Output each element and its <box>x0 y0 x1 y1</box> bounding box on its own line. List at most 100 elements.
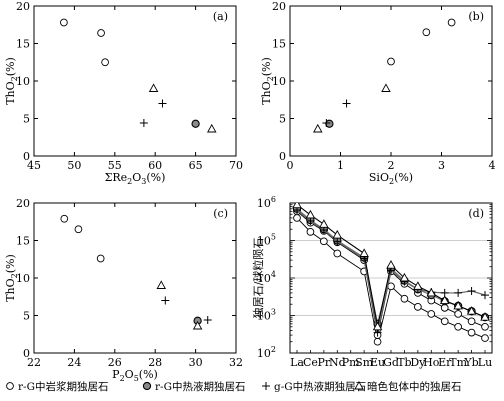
x-tick-label: Sm <box>355 356 374 369</box>
data-point <box>413 281 423 290</box>
data-point <box>101 58 109 67</box>
data-point <box>293 214 301 222</box>
x-tick-label: Tm <box>449 356 467 369</box>
y-tick-label: 104 <box>257 270 276 285</box>
x-tick-label: 24 <box>67 356 81 369</box>
y-tick-label: 10 <box>16 272 30 285</box>
y-tick-label: 10 <box>16 75 30 88</box>
data-point <box>427 310 436 318</box>
data-point <box>372 321 383 331</box>
data-point <box>481 334 489 342</box>
series-layer <box>292 203 490 346</box>
data-point <box>305 209 316 219</box>
series-line <box>296 217 486 342</box>
data-point <box>60 214 69 223</box>
y-tick-label: 102 <box>257 345 276 360</box>
data-point <box>292 203 302 209</box>
data-point <box>320 237 328 246</box>
data-point <box>387 57 395 66</box>
data-point <box>454 322 462 331</box>
x-tick-label: Eu <box>370 356 385 369</box>
legend-marker <box>6 382 14 390</box>
x-tick-label: Yb <box>463 356 478 369</box>
plot-frame <box>33 202 237 354</box>
x-tick-label: 32 <box>229 356 243 369</box>
y-tick-label: 0 <box>23 347 30 360</box>
data-point <box>97 29 105 37</box>
data-point <box>467 317 476 326</box>
data-point <box>440 303 449 312</box>
data-point <box>373 337 382 346</box>
data-point <box>333 237 342 246</box>
x-axis-label: SiO2(%) <box>369 171 413 186</box>
y-tick-label: 5 <box>279 113 286 126</box>
data-point <box>422 28 431 37</box>
data-point <box>467 328 476 337</box>
data-point <box>96 254 105 263</box>
legend-item: r-G中热液期独居石 <box>142 380 245 393</box>
legend-item: g-G中热液期独居石 <box>262 380 366 393</box>
x-tick-label: 1 <box>337 159 344 172</box>
y-tick-label: 15 <box>16 38 30 51</box>
y-tick-label: 20 <box>16 197 30 210</box>
data-point <box>192 320 203 330</box>
data-point <box>386 260 396 269</box>
panel-label: (c) <box>213 207 228 220</box>
data-point <box>60 18 68 27</box>
data-point <box>454 310 462 318</box>
data-point <box>322 119 331 127</box>
y-axis-label: ThO2(%) <box>260 57 275 105</box>
panel-b: (b) 0 1 2 3 4 0 5 10 15 20 SiO2(%) ThO2(%) <box>260 0 496 186</box>
data-point <box>480 312 490 321</box>
data-point <box>440 317 449 326</box>
data-point <box>399 272 410 282</box>
data-point <box>306 228 315 236</box>
x-tick-label: 3 <box>438 159 445 172</box>
data-point <box>453 300 463 310</box>
data-point <box>332 229 343 239</box>
data-point <box>466 306 477 315</box>
panel-label: (d) <box>468 207 484 220</box>
legend-marker <box>354 380 364 390</box>
data-point <box>333 249 342 258</box>
y-axis-label: ThO2(%) <box>4 57 19 105</box>
data-point <box>447 18 456 27</box>
data-point <box>206 123 217 133</box>
y-tick-label: 20 <box>272 0 286 13</box>
data-point <box>454 288 463 297</box>
x-tick-label: 30 <box>189 356 203 369</box>
x-tick-label: Pm <box>342 356 360 369</box>
x-tick-label: 28 <box>148 356 162 369</box>
y-tick-label: 15 <box>272 38 286 51</box>
x-axis-label: P2O5(%) <box>112 368 158 383</box>
x-tick-label: 4 <box>489 159 496 172</box>
x-tick-label: Dy <box>410 356 426 369</box>
data-point <box>74 225 83 234</box>
x-tick-label: 70 <box>229 159 243 172</box>
y-axis-label: 独居石/球粒陨石 <box>251 238 265 319</box>
x-tick-label: 55 <box>108 159 122 172</box>
x-tick-label: 60 <box>148 159 162 172</box>
legend-label: 暗色包体中的独居石 <box>367 380 462 393</box>
x-tick-label: Nd <box>329 356 346 369</box>
x-tick-label: 2 <box>388 159 395 172</box>
y-tick-label: 5 <box>23 310 30 323</box>
x-tick-label: 26 <box>108 356 122 369</box>
data-point <box>191 119 200 128</box>
x-tick-label: Er <box>438 356 452 369</box>
x-tick-label: 0 <box>287 159 294 172</box>
y-tick-label: 15 <box>16 235 30 248</box>
panel-a: (a) 45 50 55 60 65 70 0 5 10 15 20 ΣRe2O3(%) ThO2(%) <box>4 0 243 186</box>
y-tick-label: 0 <box>23 150 30 163</box>
x-tick-label: Ce <box>303 356 318 369</box>
data-point <box>313 123 323 133</box>
legend-label: r-G中岩浆期独居石 <box>18 380 108 393</box>
panel-label: (a) <box>213 10 228 23</box>
x-tick-label: Ho <box>423 356 440 369</box>
x-tick-label: Tb <box>397 356 411 369</box>
x-tick-label: La <box>290 356 304 369</box>
y-tick-label: 105 <box>257 233 276 248</box>
plot-frame <box>289 5 493 157</box>
data-point <box>161 296 170 305</box>
